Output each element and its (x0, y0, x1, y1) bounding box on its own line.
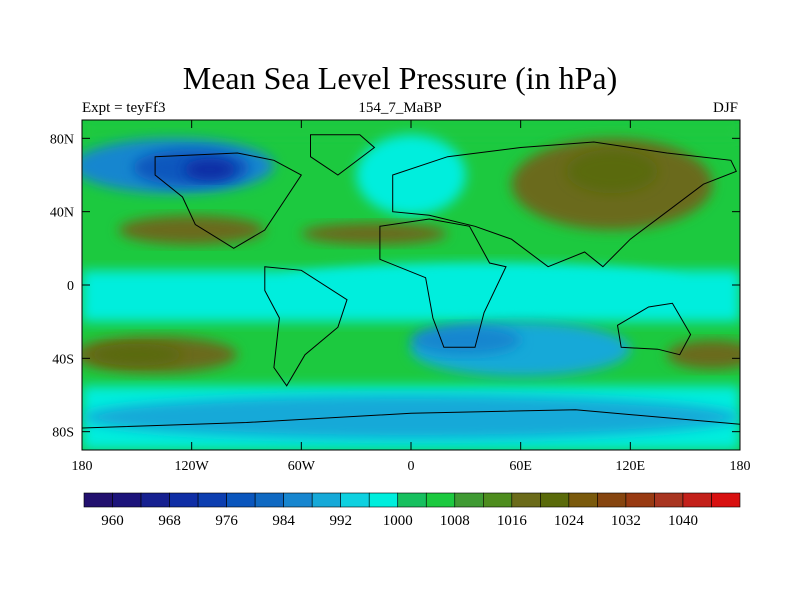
y-tick-label: 40S (52, 352, 74, 367)
colorbar-swatch (197, 492, 227, 508)
pressure-region-north-pacific-low-deep (184, 158, 236, 181)
y-tick-label: 80S (52, 426, 74, 441)
colorbar-label: 1040 (668, 513, 698, 529)
colorbar-swatch (112, 492, 142, 508)
y-axis: 80N 40N 0 40S 80S (50, 132, 740, 441)
colorbar-swatch (83, 492, 113, 508)
colorbar-swatch (140, 492, 170, 508)
colorbar-swatch (540, 492, 570, 508)
colorbar-swatch (283, 492, 313, 508)
outline-australia (616, 302, 692, 356)
colorbar-label: 1016 (497, 513, 528, 529)
x-tick-label: 60E (509, 459, 532, 474)
outline-south-america (264, 266, 348, 387)
colorbar-label: 992 (329, 513, 352, 529)
pressure-region-subtropical-high-atlantic (301, 222, 448, 245)
colorbar-label: 984 (272, 513, 295, 529)
colorbar-swatch (711, 492, 741, 508)
colorbar-swatch (311, 492, 341, 508)
pressure-region-southern-landmass-low-core (411, 325, 521, 355)
experiment-label: Expt = teyFf3 (82, 100, 166, 116)
x-tick-label: 180 (72, 459, 93, 474)
colorbar-label: 1000 (383, 513, 413, 529)
outline-eurasia (392, 141, 737, 268)
colorbar-swatch (597, 492, 627, 508)
colorbar-label: 1032 (611, 513, 641, 529)
season-label: DJF (712, 100, 738, 116)
colorbar-swatch (368, 492, 399, 508)
chart-title: Mean Sea Level Pressure (in hPa) (182, 60, 618, 96)
x-tick-label: 120W (175, 459, 210, 474)
pressure-region-north-atlantic-low (356, 134, 466, 216)
pressure-region-southern-east-high (666, 340, 740, 370)
colorbar-swatch (682, 492, 712, 508)
colorbar-swatch (625, 492, 655, 508)
x-tick-label: 60W (288, 459, 316, 474)
outline-africa (379, 218, 507, 348)
colorbar-label: 960 (101, 513, 124, 529)
colorbar-label: 1008 (440, 513, 470, 529)
pressure-region-southern-ocean-trough (82, 395, 740, 439)
colorbar-swatch (169, 492, 199, 508)
pressure-region-subtropical-high-pacific (118, 215, 265, 245)
outline-north-america (154, 152, 303, 249)
colorbar-label: 1024 (554, 513, 585, 529)
colorbar-swatch (568, 492, 598, 508)
colorbar-swatch (340, 492, 370, 508)
y-tick-label: 40N (50, 206, 74, 221)
x-tick-label: 180 (730, 459, 751, 474)
colorbar: 960 968 976 984 992 1000 1008 1016 1024 1032 1040 (83, 492, 741, 529)
colorbar-swatch (254, 492, 284, 508)
pressure-region-asian-high-core (566, 149, 658, 194)
plot-area (82, 120, 740, 450)
colorbar-swatch (483, 492, 513, 508)
colorbar-swatch (425, 492, 456, 508)
period-label: 154_7_MaBP (358, 100, 442, 116)
colorbar-swatch (654, 492, 684, 508)
y-tick-label: 0 (67, 279, 74, 294)
colorbar-swatch (226, 492, 256, 508)
x-tick-label: 120E (616, 459, 646, 474)
pressure-band-0 (82, 120, 740, 142)
colorbar-swatch (511, 492, 541, 508)
colorbar-swatch (397, 492, 427, 508)
continent-outlines (82, 134, 740, 450)
outline-greenland (310, 134, 376, 176)
x-axis: 180 120W 60W 0 60E 120E 180 (72, 120, 751, 474)
x-tick-label: 0 (408, 459, 415, 474)
colorbar-label: 976 (215, 513, 238, 529)
pressure-region-equatorial-trough (283, 263, 686, 307)
y-tick-label: 80N (50, 132, 74, 147)
pressure-region-southern-pacific-high-core (91, 343, 183, 366)
outline-antarctic-shelf (82, 409, 740, 450)
colorbar-label: 968 (158, 513, 181, 529)
colorbar-swatch (454, 492, 484, 508)
